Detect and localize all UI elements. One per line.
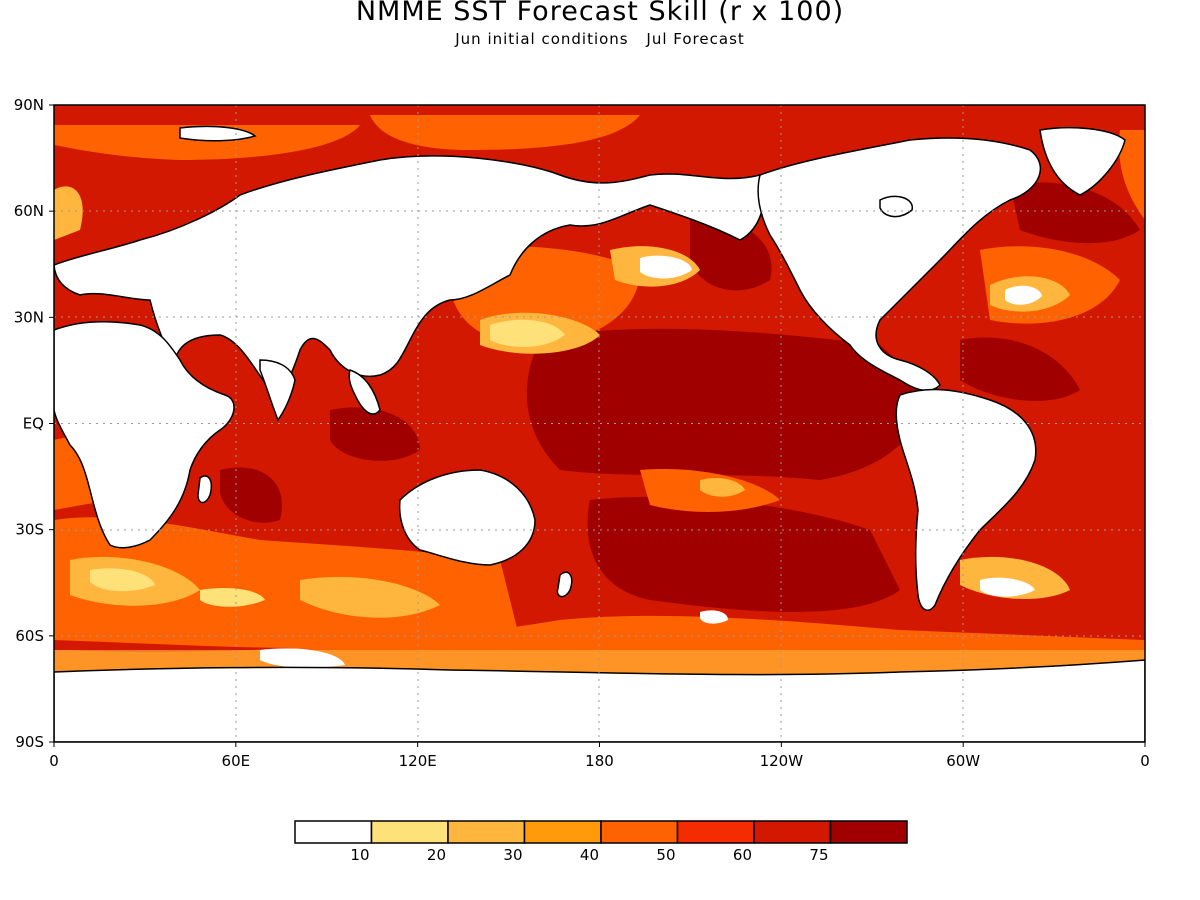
lon-label: 0 [1140, 752, 1150, 770]
gridlines [54, 105, 1145, 742]
lat-label: 30N [14, 308, 44, 326]
subtitle-forecast: Jul Forecast [646, 30, 745, 48]
colorbar: 10 20 30 40 50 60 75 [294, 820, 908, 864]
lat-label: 30S [15, 521, 44, 539]
skill-field [54, 105, 1145, 742]
lat-label: EQ [23, 415, 44, 433]
colorbar-swatch [447, 820, 526, 844]
subtitle-initial-conditions: Jun initial conditions [455, 30, 629, 48]
colorbar-swatch [829, 820, 908, 844]
lon-label: 180 [585, 752, 614, 770]
chart-subtitle: Jun initial conditions Jul Forecast [0, 30, 1200, 48]
colorbar-swatch [676, 820, 755, 844]
colorbar-label: 20 [427, 846, 446, 864]
colorbar-swatch [523, 820, 602, 844]
colorbar-label: 40 [580, 846, 599, 864]
colorbar-label: 10 [350, 846, 369, 864]
colorbar-label: 60 [733, 846, 752, 864]
lon-label: 120E [399, 752, 437, 770]
lon-label: 60W [946, 752, 980, 770]
lat-label: 90N [14, 96, 44, 114]
colorbar-swatch [370, 820, 449, 844]
lat-label: 60N [14, 202, 44, 220]
colorbar-label: 30 [503, 846, 522, 864]
chart-title: NMME SST Forecast Skill (r x 100) [355, 0, 845, 27]
lon-label: 120W [760, 752, 804, 770]
colorbar-label: 75 [809, 846, 828, 864]
land-masses [54, 125, 1145, 742]
lat-label: 60S [15, 627, 44, 645]
colorbar-label: 50 [656, 846, 675, 864]
lon-label: 60E [222, 752, 251, 770]
lat-label: 90S [15, 733, 44, 751]
colorbar-swatch [294, 820, 373, 844]
colorbar-swatch [600, 820, 679, 844]
colorbar-swatch [753, 820, 832, 844]
lon-label: 0 [49, 752, 59, 770]
